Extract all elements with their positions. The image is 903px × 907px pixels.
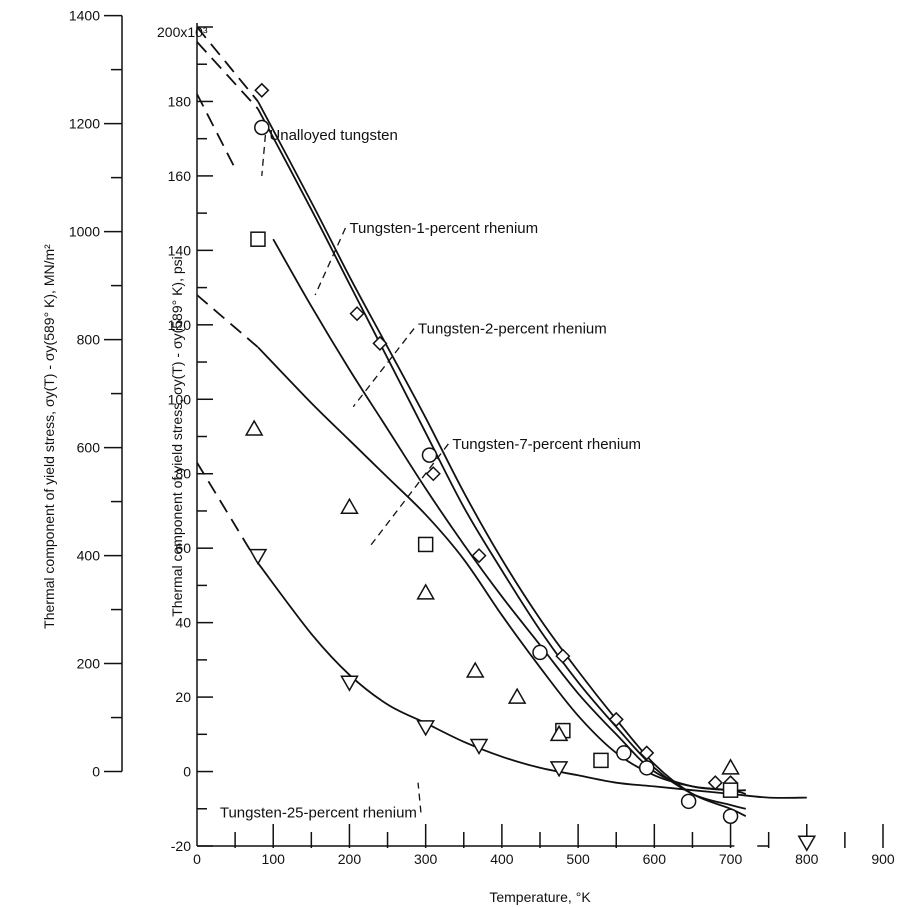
data-point-diamond [425, 466, 441, 482]
data-point-diamond [707, 775, 723, 791]
curve-extrapolated-tungsten-7-percent-rhenium [196, 294, 259, 348]
curve-extrapolated-tungsten-1-percent-rhenium [196, 41, 259, 110]
data-point-triangle-up [507, 687, 527, 704]
y-tick-label: 0 [183, 764, 191, 780]
leader-line [417, 782, 422, 813]
data-point-circle [616, 745, 632, 761]
y-tick-label: 180 [168, 93, 192, 109]
y2-tick-label: 800 [77, 332, 101, 348]
y-tick-label: -20 [171, 838, 191, 854]
data-point-circle [254, 119, 270, 136]
data-point-circle [421, 447, 438, 463]
series-label: Unalloyed tungsten [269, 127, 397, 144]
curve-tungsten-25-percent-rhenium [257, 562, 807, 799]
series-label: Tungsten-25-percent rhenium [220, 804, 417, 821]
y-tick-label: 60 [175, 540, 191, 556]
curve-tungsten-1-percent-rhenium [257, 108, 747, 810]
curve-unalloyed-tungsten [257, 101, 747, 818]
y-tick-label: 200x10³ [157, 24, 208, 40]
series-label: Tungsten-2-percent rhenium [418, 321, 607, 338]
x-tick-label: 300 [414, 851, 438, 867]
data-point-circle [638, 760, 655, 776]
x-tick-label: 200 [338, 851, 362, 867]
data-point-triangle-down [416, 720, 435, 737]
y2-tick-label: 400 [77, 548, 101, 564]
data-point-circle [680, 793, 697, 810]
y-tick-label: 120 [168, 317, 192, 333]
data-point-triangle-up [340, 497, 359, 514]
data-point-triangle-up [721, 758, 740, 775]
data-point-triangle-up [416, 583, 435, 600]
x-tick-label: 400 [490, 851, 514, 867]
data-point-diamond [608, 711, 624, 727]
x-tick-label: 100 [262, 851, 286, 867]
data-point-triangle-down [797, 835, 817, 852]
data-point-triangle-up [244, 419, 264, 436]
curve-extrapolated-tungsten-25-percent-rhenium [196, 462, 259, 564]
data-point-diamond [471, 548, 487, 564]
x-tick-label: 900 [871, 851, 895, 867]
data-point-square [250, 231, 266, 247]
y2-tick-label: 1400 [69, 8, 100, 24]
data-point-square [722, 782, 739, 798]
data-point-square [593, 752, 609, 769]
y2-tick-label: 0 [92, 764, 100, 780]
curves [196, 26, 807, 818]
x-tick-label: 0 [193, 851, 201, 867]
curve-extrapolated-tungsten-2-percent-rhenium [196, 93, 236, 169]
data-point-diamond [639, 745, 655, 761]
data-point-triangle-down [248, 548, 268, 566]
y-axis-title: Thermal component of yield stress, σy(T)… [169, 256, 185, 617]
y2-tick-label: 200 [77, 656, 101, 672]
data-point-diamond [349, 306, 365, 322]
data-point-square [417, 536, 434, 553]
data-point-circle [532, 644, 548, 661]
leader-line [352, 328, 415, 408]
y-tick-label: 140 [168, 242, 192, 258]
x-tick-label: 800 [795, 851, 819, 867]
x-tick-label: 600 [643, 851, 667, 867]
markers [244, 82, 817, 852]
y-tick-label: 20 [175, 689, 191, 705]
x-tick-label: 500 [566, 851, 590, 867]
curve-extrapolated-unalloyed-tungsten [196, 26, 259, 103]
annotations: Unalloyed tungsten Tungsten-1-percent rhe… [220, 127, 641, 822]
y2-tick-label: 600 [77, 440, 101, 456]
y-tick-label: 80 [175, 466, 191, 482]
series-label: Tungsten-1-percent rhenium [349, 220, 538, 237]
data-point-diamond [254, 82, 270, 98]
y2-axis-title: Thermal component of yield stress, σy(T)… [41, 244, 57, 629]
curve-tungsten-7-percent-rhenium [257, 346, 747, 795]
series-label: Tungsten-7-percent rhenium [452, 436, 641, 453]
data-point-triangle-up [465, 661, 485, 678]
leader-line [367, 443, 449, 549]
x-axis-title: Temperature, °K [489, 889, 591, 905]
y2-tick-label: 1000 [69, 224, 100, 240]
data-point-diamond [555, 648, 571, 664]
leader-line [261, 134, 267, 176]
data-point-diamond [372, 335, 388, 351]
y-tick-label: 160 [168, 168, 192, 184]
leader-line [314, 227, 347, 296]
data-point-triangle-down [469, 738, 489, 755]
y-tick-label: 100 [168, 391, 192, 407]
y-tick-label: 40 [175, 615, 191, 631]
data-point-triangle-down [549, 761, 569, 778]
data-point-triangle-up [549, 724, 569, 742]
data-point-triangle-down [340, 675, 359, 692]
data-point-circle [722, 808, 739, 824]
y2-tick-label: 1200 [69, 116, 100, 132]
x-tick-label: 700 [719, 851, 743, 867]
